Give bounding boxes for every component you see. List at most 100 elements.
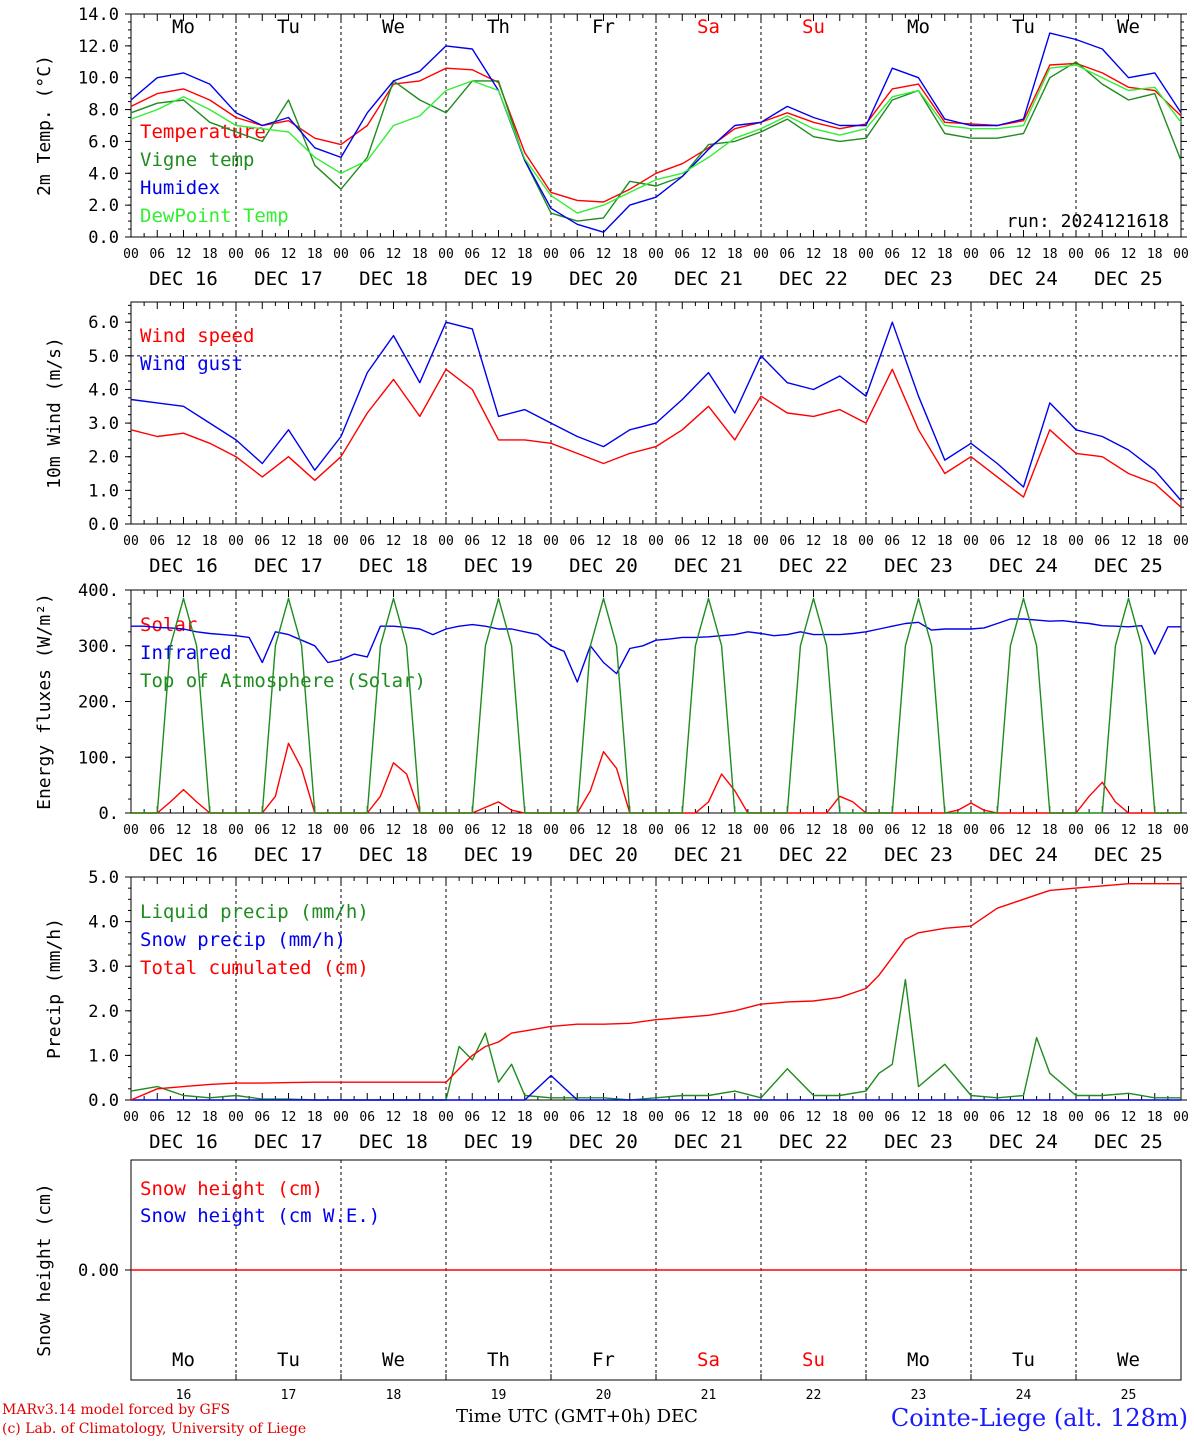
hour-tick-label: 00 (648, 534, 664, 549)
hour-tick-label: 00 (753, 247, 769, 262)
hour-tick-label: 18 (1042, 823, 1058, 838)
hour-tick-label: 06 (254, 823, 270, 838)
date-label: DEC 17 (254, 555, 323, 577)
hour-tick-label: 06 (359, 823, 375, 838)
hour-tick-label: 12 (1121, 534, 1137, 549)
y-tick-label: 2.0 (88, 196, 119, 216)
y-tick-label: 4.0 (88, 913, 119, 933)
day-number-label: 16 (176, 1388, 192, 1403)
date-label: DEC 25 (1094, 555, 1163, 577)
date-label: DEC 22 (779, 1131, 848, 1153)
hour-tick-label: 18 (202, 823, 218, 838)
hour-tick-label: 12 (911, 823, 927, 838)
hour-tick-label: 18 (727, 823, 743, 838)
series-line-vigne-temp (130, 61, 1182, 222)
hour-tick-label: 12 (281, 534, 297, 549)
hour-tick-label: 12 (281, 823, 297, 838)
hour-tick-label: 12 (491, 534, 507, 549)
hour-tick-label: 12 (386, 1110, 402, 1125)
day-abbr: Sa (697, 1349, 720, 1371)
day-abbr: We (1117, 16, 1140, 38)
hour-tick-label: 06 (254, 247, 270, 262)
legend-entry: DewPoint Temp (140, 205, 289, 227)
hour-tick-label: 06 (569, 247, 585, 262)
hour-tick-label: 12 (1121, 247, 1137, 262)
hour-tick-label: 06 (464, 823, 480, 838)
date-label: DEC 24 (989, 268, 1058, 290)
y-tick-label: 2.0 (88, 1002, 119, 1022)
day-abbr: Fr (592, 1349, 615, 1371)
date-label: DEC 19 (464, 844, 533, 866)
hour-tick-label: 06 (884, 823, 900, 838)
date-label: DEC 19 (464, 1131, 533, 1153)
hour-tick-label: 06 (1094, 534, 1110, 549)
hour-tick-label: 18 (622, 247, 638, 262)
date-label: DEC 25 (1094, 844, 1163, 866)
hour-tick-label: 06 (149, 534, 165, 549)
y-tick-label: 200. (78, 693, 119, 713)
hour-tick-label: 00 (438, 823, 454, 838)
hour-tick-label: 12 (806, 823, 822, 838)
series-line-wind-speed (130, 368, 1182, 508)
hour-tick-label: 00 (1068, 1110, 1084, 1125)
hour-tick-label: 06 (149, 823, 165, 838)
hour-tick-label: 06 (674, 823, 690, 838)
hour-tick-label: 06 (989, 823, 1005, 838)
date-label: DEC 18 (359, 555, 428, 577)
hour-tick-label: 18 (202, 1110, 218, 1125)
hour-tick-label: 18 (937, 534, 953, 549)
hour-tick-label: 06 (989, 247, 1005, 262)
hour-tick-label: 12 (1016, 1110, 1032, 1125)
hour-tick-label: 18 (1042, 247, 1058, 262)
hour-tick-label: 18 (1147, 1110, 1163, 1125)
y-axis-label: 10m Wind (m/s) (44, 337, 65, 489)
date-label: DEC 16 (149, 268, 218, 290)
hour-tick-label: 18 (202, 247, 218, 262)
hour-tick-label: 00 (438, 534, 454, 549)
day-abbr: Mo (907, 16, 930, 38)
date-label: DEC 20 (569, 555, 638, 577)
legend-entry: Temperature (140, 121, 266, 143)
date-label: DEC 19 (464, 555, 533, 577)
hour-tick-label: 00 (228, 534, 244, 549)
hour-tick-label: 06 (359, 247, 375, 262)
legend-entry: Liquid precip (mm/h) (140, 901, 369, 923)
legend-entry: Vigne temp (140, 149, 254, 171)
hour-tick-label: 06 (779, 534, 795, 549)
date-label: DEC 25 (1094, 1131, 1163, 1153)
day-number-label: 17 (281, 1388, 297, 1403)
hour-tick-label: 06 (149, 1110, 165, 1125)
hour-tick-label: 18 (727, 1110, 743, 1125)
legend-entry: Infrared (140, 642, 232, 664)
hour-tick-label: 18 (202, 534, 218, 549)
day-abbr: Mo (172, 16, 195, 38)
hour-tick-label: 18 (832, 1110, 848, 1125)
hour-tick-label: 18 (307, 247, 323, 262)
date-label: DEC 23 (884, 268, 953, 290)
y-tick-label: 8.0 (88, 101, 119, 121)
hour-tick-label: 12 (1121, 1110, 1137, 1125)
y-tick-label: 12.0 (78, 37, 119, 57)
date-label: DEC 21 (674, 268, 743, 290)
hour-tick-label: 12 (701, 534, 717, 549)
hour-tick-label: 00 (333, 247, 349, 262)
date-label: DEC 24 (989, 1131, 1058, 1153)
hour-tick-label: 06 (359, 1110, 375, 1125)
hour-tick-label: 00 (333, 823, 349, 838)
legend-entry: Snow height (cm) (140, 1178, 323, 1200)
hour-tick-label: 06 (989, 534, 1005, 549)
y-axis-label: 2m Temp. (°C) (34, 55, 55, 196)
hour-tick-label: 18 (622, 1110, 638, 1125)
hour-tick-label: 06 (884, 534, 900, 549)
hour-tick-label: 12 (596, 823, 612, 838)
hour-tick-label: 06 (464, 247, 480, 262)
date-label: DEC 25 (1094, 268, 1163, 290)
hour-tick-label: 00 (648, 823, 664, 838)
y-tick-label: 3.0 (88, 957, 119, 977)
hour-tick-label: 18 (1147, 534, 1163, 549)
series-line-snow-precip-mm-h- (131, 1074, 1181, 1101)
hour-tick-label: 18 (307, 823, 323, 838)
hour-tick-label: 06 (884, 247, 900, 262)
hour-tick-label: 00 (543, 1110, 559, 1125)
